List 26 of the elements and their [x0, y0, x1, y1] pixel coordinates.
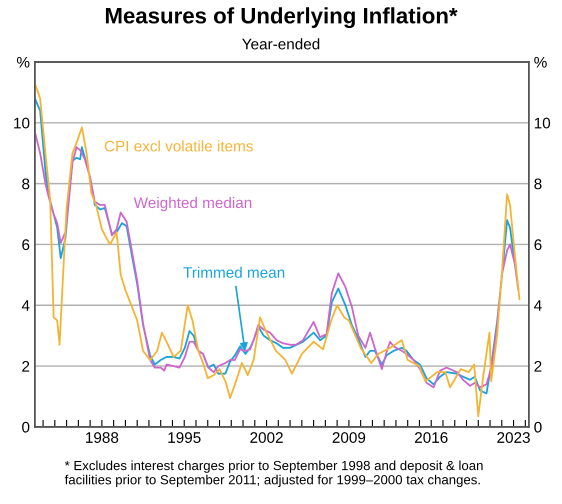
x-tick-label: 2016 [414, 432, 448, 443]
y-tick-label: 8 [22, 178, 30, 190]
x-tick-label: 2009 [332, 432, 366, 443]
y2-tick-label: 4 [534, 300, 542, 311]
y2-tick-label: % [534, 56, 547, 68]
y-tick-label: % [16, 56, 30, 68]
x-tick-label: 2023 [497, 432, 530, 443]
x-tick-label: 2002 [250, 432, 283, 443]
y2-tick-label: 8 [534, 178, 542, 190]
y-tick-label: 0 [22, 422, 30, 433]
text: * Excludes interest charges prior to September 1998 and deposit & loan facilities prior to September 2011; adjusted for 1999–2000 tax changes. [64, 460, 483, 488]
y2-tick-label: 6 [534, 239, 542, 250]
y-tick-label: 10 [14, 118, 30, 128]
x-tick-label: 1988 [86, 432, 118, 443]
y2-tick-label: 0 [534, 422, 542, 433]
series-label: CPI excl volatile items [104, 140, 253, 152]
y-tick-label: 2 [22, 360, 30, 372]
chart-subtitle: Year-ended [242, 38, 320, 50]
y2-tick-label: 10 [534, 118, 550, 128]
x-tick-label: 1995 [168, 432, 201, 443]
y2-tick-label: 2 [534, 360, 542, 372]
text: Trimmed mean [183, 266, 284, 278]
series-label: Weighted median [134, 196, 252, 212]
chart-title: Measures of Underlying Inflation* [106, 7, 458, 28]
y-tick-label: 6 [22, 239, 30, 250]
y-tick-label: 4 [22, 300, 30, 311]
